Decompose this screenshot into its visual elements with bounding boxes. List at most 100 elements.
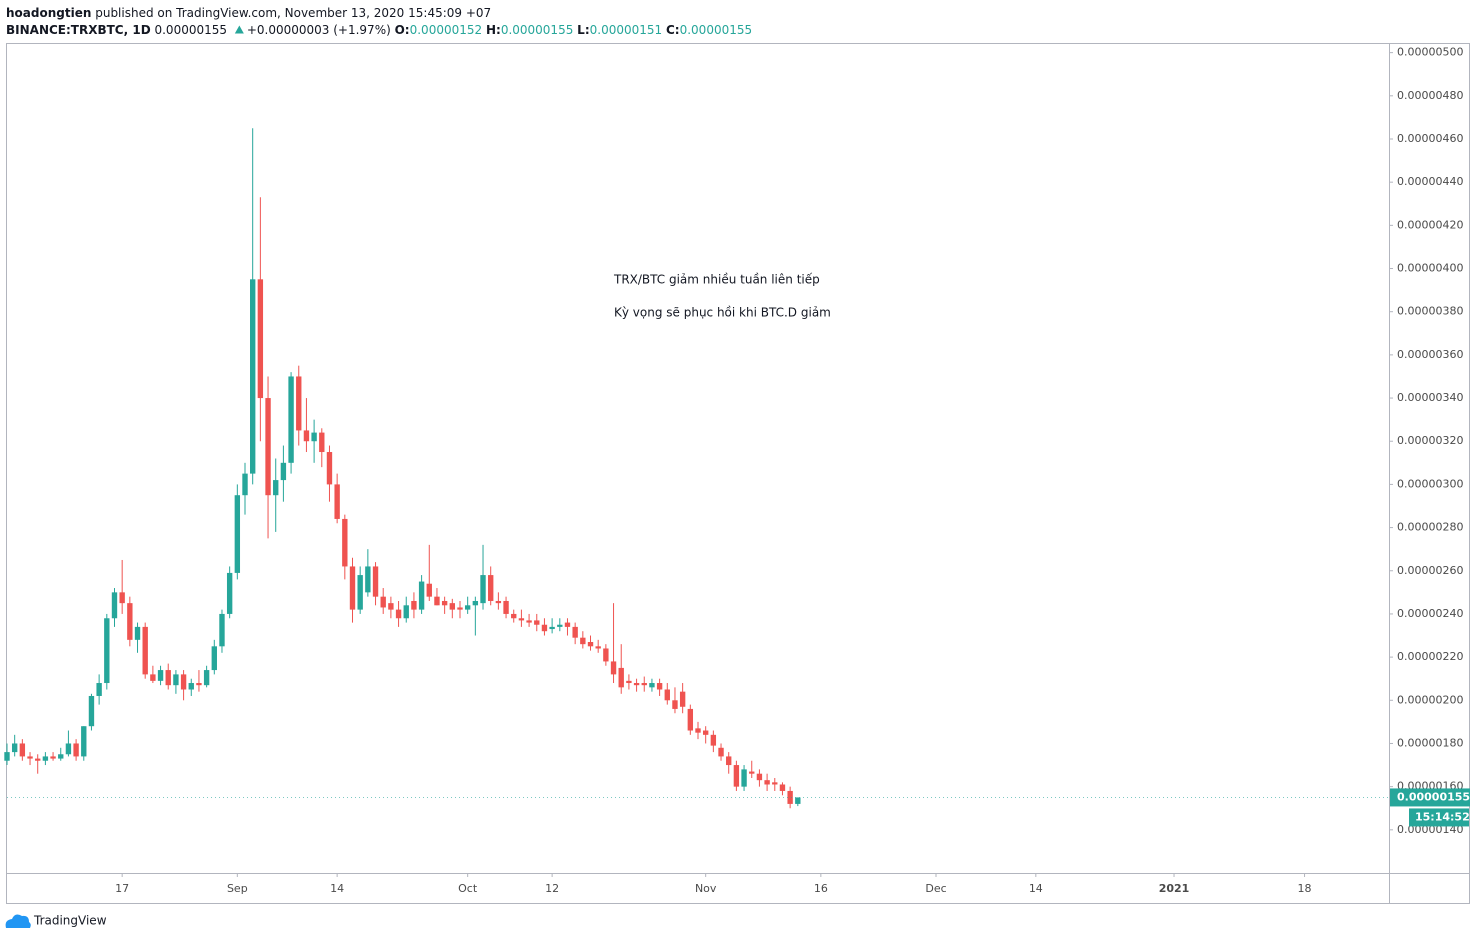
candle-body xyxy=(173,674,179,686)
candle-body xyxy=(88,695,95,727)
candle-body xyxy=(303,430,310,442)
y-tick-label: 0.00000340 xyxy=(1397,391,1463,404)
candle-body xyxy=(226,572,233,614)
candle-body xyxy=(81,726,87,757)
candle-body xyxy=(457,607,463,610)
change: +0.00000003 (+1.97%) xyxy=(247,23,391,37)
candle-body xyxy=(19,743,26,757)
candle-body xyxy=(372,566,379,597)
candle-body xyxy=(587,642,594,647)
y-tick-label: 0.00000500 xyxy=(1397,46,1463,59)
candle-body xyxy=(726,756,732,766)
candle-body xyxy=(557,624,563,627)
candle-body xyxy=(441,600,448,606)
candle-body xyxy=(749,771,755,774)
brand: TradingView xyxy=(33,914,107,928)
candle-body xyxy=(119,592,125,604)
y-tick-label: 0.00000280 xyxy=(1397,521,1463,534)
candle-body xyxy=(687,708,694,731)
author: hoadongtien xyxy=(6,6,91,20)
o-label: O: xyxy=(395,23,410,37)
countdown: 15:14:52 xyxy=(1415,810,1470,823)
candle-body xyxy=(641,683,647,686)
candle-body xyxy=(4,752,10,761)
candle-body xyxy=(219,613,225,647)
candle-body xyxy=(702,730,709,735)
candle-body xyxy=(464,605,471,610)
y-tick-label: 0.00000360 xyxy=(1397,348,1463,361)
o: 0.00000152 xyxy=(410,23,483,37)
candle-body xyxy=(488,575,494,601)
candle-body xyxy=(411,600,417,610)
candle-body xyxy=(580,637,586,645)
candle-body xyxy=(388,603,394,610)
y-tick-label: 0.00000180 xyxy=(1397,736,1463,749)
y-tick-label: 0.00000400 xyxy=(1397,262,1463,275)
price-badge-bg xyxy=(1390,788,1470,807)
candle-body xyxy=(157,670,164,681)
candle-body xyxy=(633,683,640,686)
up-arrow xyxy=(234,25,244,34)
candles xyxy=(4,128,801,809)
candle-body xyxy=(11,743,18,753)
y-tick-label: 0.00000240 xyxy=(1397,607,1463,620)
x-tick-label: 12 xyxy=(545,882,559,895)
candle-body xyxy=(296,376,302,431)
candle-body xyxy=(242,473,248,496)
candle-body xyxy=(96,683,102,696)
candle-body xyxy=(50,756,56,759)
candle-body xyxy=(541,624,548,632)
x-tick-label: Sep xyxy=(227,882,248,895)
candle-body xyxy=(165,670,171,686)
candle-body xyxy=(73,743,79,757)
candle-body xyxy=(288,376,294,463)
candle-body xyxy=(334,484,340,519)
candle-body xyxy=(518,618,525,621)
last: 0.00000155 xyxy=(154,23,227,37)
candle-body xyxy=(188,683,194,690)
candle-body xyxy=(495,600,502,604)
candle-body xyxy=(211,646,217,671)
candle-body xyxy=(626,680,632,684)
x-tick-label: 18 xyxy=(1298,882,1312,895)
x-tick-label: 17 xyxy=(115,882,129,895)
x-tick-label: 16 xyxy=(814,882,828,895)
x-tick-label: Nov xyxy=(695,882,717,895)
candle-body xyxy=(472,600,479,606)
candle-body xyxy=(196,683,202,686)
y-tick-label: 0.00000420 xyxy=(1397,218,1463,231)
candle-body xyxy=(549,626,555,630)
x-tick-label: 14 xyxy=(330,882,344,895)
candle-body xyxy=(603,648,609,662)
candle-body xyxy=(365,566,371,593)
l-label: L: xyxy=(577,23,589,37)
candle-body xyxy=(111,592,118,619)
x-tick-label: 2021 xyxy=(1159,882,1190,895)
logo-cloud xyxy=(5,914,31,928)
candle-body xyxy=(787,790,793,804)
candle-body xyxy=(395,609,402,619)
candle-body xyxy=(180,674,187,690)
candle-body xyxy=(265,398,271,496)
candle-body xyxy=(733,765,740,787)
header-line1: hoadongtien published on TradingView.com… xyxy=(6,6,491,20)
candle-body xyxy=(134,626,141,640)
c: 0.00000155 xyxy=(680,23,753,37)
candle-body xyxy=(511,613,517,619)
candle-body xyxy=(595,646,601,649)
candle-body xyxy=(311,432,317,442)
candle-body xyxy=(27,756,33,759)
candle-body xyxy=(342,518,348,567)
countdown-bg xyxy=(1409,808,1469,827)
candle-body xyxy=(564,622,571,627)
candle-body xyxy=(718,747,724,757)
frame xyxy=(6,43,1470,904)
candle-body xyxy=(42,756,49,761)
candle-body xyxy=(250,279,256,474)
y-tick-label: 0.00000300 xyxy=(1397,477,1463,490)
candle-body xyxy=(672,700,678,709)
candle-body xyxy=(434,596,440,606)
candle-body xyxy=(326,452,333,485)
x-tick-label: 14 xyxy=(1029,882,1043,895)
y-tick-label: 0.00000380 xyxy=(1397,305,1463,318)
